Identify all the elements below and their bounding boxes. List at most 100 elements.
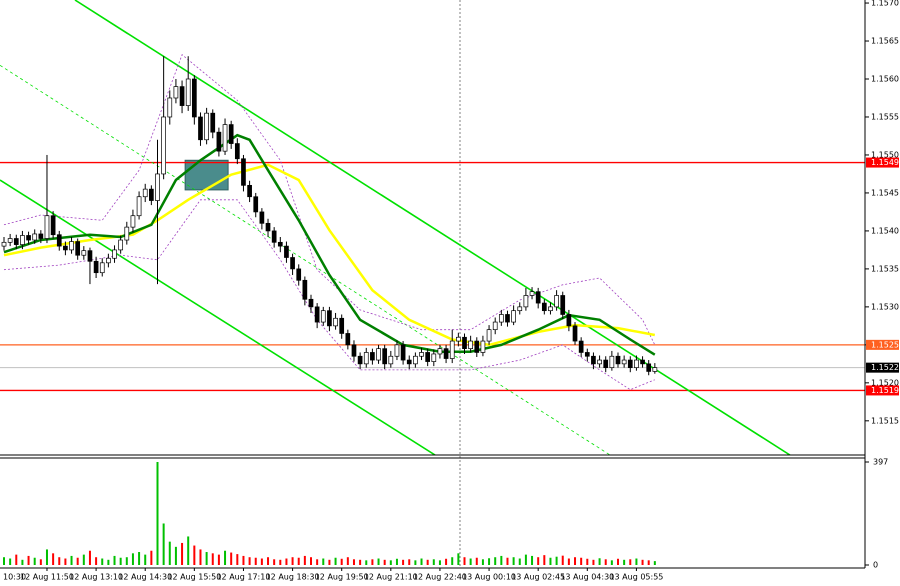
volume-bar [168,541,171,565]
volume-bar [199,549,202,565]
candle-body [290,257,295,270]
candle-body [523,295,529,308]
volume-bar [224,550,227,565]
volume-bar [107,559,110,565]
volume-bar [543,555,546,565]
volume-bar [156,462,159,565]
level-label: 1.1519 [871,386,899,395]
candle-body [492,321,498,331]
candle-body [627,359,633,368]
candle-body [425,352,431,362]
candle-body [505,314,510,323]
candle-body [339,317,345,334]
volume-bar [21,559,24,565]
candle-body [370,352,375,361]
candle-body [173,86,179,99]
candle-body [50,215,56,236]
y-tick-label: 1.1555 [871,112,899,121]
y-tick-label: 1.1520 [871,378,899,387]
candle-body [7,238,13,243]
volume-bar [647,560,650,565]
candle-body [609,355,615,368]
x-tick-label: 12 Aug 21:10 [364,573,418,582]
x-tick-label: 13 Aug 02:45 [511,573,565,582]
candle-body [20,235,25,245]
entry-zone [184,159,229,191]
candle-body [634,359,639,368]
candle-body [327,310,332,327]
volume-bar [494,557,497,565]
volume-bar [322,558,325,565]
volume-bar [310,557,312,565]
candle-body [517,306,523,312]
candle-body [75,241,81,256]
level-label-box [866,362,899,373]
level-label: 1.1549 [871,158,899,167]
candle-body [284,245,289,258]
candle-body [554,295,559,308]
level-label: 1.1525 [871,340,899,349]
candle-body [597,359,602,365]
candle-body [498,314,504,323]
candle-body [93,260,99,274]
candle-body [640,359,645,365]
candle-body [413,355,418,365]
x-tick-label: 12 Aug 13:10 [69,573,123,582]
volume-bar [623,559,626,565]
candle-body [32,233,38,241]
volume-bar [604,559,607,565]
candle-body [155,173,160,201]
volume-bar [70,555,73,565]
level-label: 1.1522 [871,363,899,372]
volume-bar [174,546,177,565]
volume-bar [3,557,5,565]
candle-body [99,262,105,274]
candle-body [345,333,351,346]
volume-tick-label: 397 [873,458,888,467]
volume-bar [64,558,67,565]
candle-body [468,340,473,350]
volume-bar [260,558,263,565]
y-tick-label: 1.1540 [871,226,899,235]
candle-body [437,348,443,355]
volume-bar [285,558,288,565]
candle-body [548,306,553,312]
candle-body [161,116,166,175]
x-tick-label: 12 Aug 11:50 [20,573,74,582]
volume-bar [205,552,208,565]
candle-body [216,131,222,152]
volume-bar [365,560,368,565]
x-tick-label: 12 Aug 19:50 [315,573,369,582]
volume-bar [389,560,392,565]
volume-bar [39,559,42,565]
candle-body [560,295,566,315]
candle-body [277,241,283,247]
candle-body [222,124,228,152]
volume-bar [88,550,91,565]
candle-body [351,344,357,357]
volume-bar [653,561,656,565]
candle-body [142,188,148,198]
candle-body [541,302,547,312]
candle-body [591,355,596,365]
candle-body [259,211,265,224]
candle-body [376,348,381,361]
y-tick-label: 1.1570 [871,0,899,8]
candle-body [419,352,424,357]
trendline [0,64,611,455]
candle-body [486,329,492,342]
volume-bar [531,555,534,565]
volume-bar [457,553,460,565]
volume-bar [15,554,18,565]
volume-bar [248,557,251,565]
trendline [0,179,436,455]
candle-body [511,310,516,323]
volume-bar [273,559,276,565]
candle-body [406,359,412,365]
candle-body [234,143,240,160]
candle-body [535,291,541,304]
candle-body [63,245,68,251]
volume-bar [469,558,472,565]
volume-bar [193,545,196,565]
volume-bar [512,557,515,565]
